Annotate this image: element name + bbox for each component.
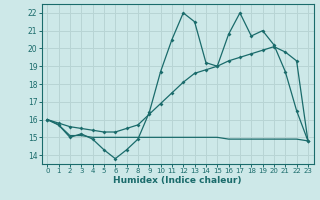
X-axis label: Humidex (Indice chaleur): Humidex (Indice chaleur) [113,176,242,185]
